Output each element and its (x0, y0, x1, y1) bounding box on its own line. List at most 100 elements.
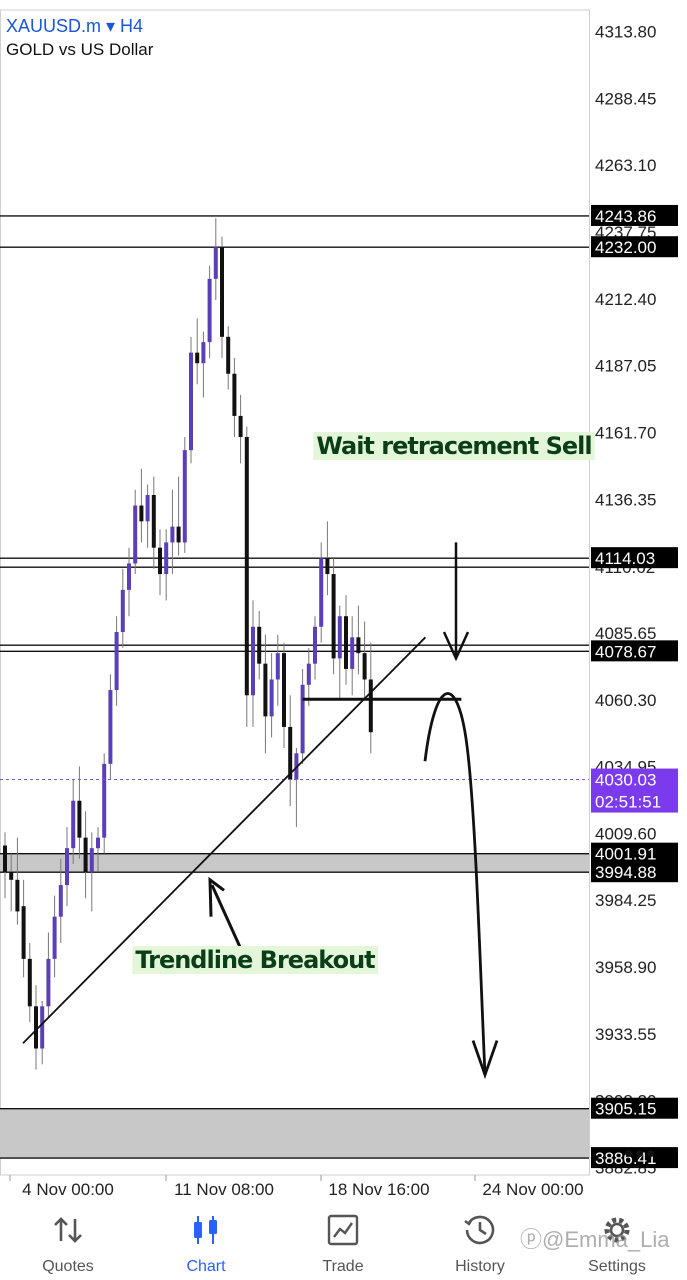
candle-body (102, 763, 107, 838)
candle-body (275, 653, 280, 680)
candle-body (238, 415, 243, 437)
candle-body (89, 848, 94, 872)
candle-body (15, 879, 20, 912)
candle-body (58, 885, 63, 917)
candle-body (145, 494, 150, 522)
tab-history[interactable]: History (425, 1205, 535, 1280)
tab-label: Quotes (42, 1258, 94, 1275)
tab-settings[interactable]: Settings (562, 1205, 672, 1280)
quotes-arrows-icon (54, 1217, 82, 1243)
price-level-label: 4232.00 (595, 238, 656, 257)
price-level-label: 4114.03 (595, 549, 655, 568)
candle-body (263, 663, 268, 717)
candle-body (27, 958, 32, 1007)
candle-body (151, 494, 156, 548)
candle-body (213, 247, 218, 279)
tab-chart[interactable]: Chart (151, 1205, 261, 1280)
candle-body (331, 574, 336, 659)
price-level-label: 4078.67 (595, 642, 656, 661)
price-chart[interactable]: XAUUSD.m ▾ H4 GOLD vs US Dollar 4313.80 428… (0, 0, 687, 1205)
candle-body (108, 690, 113, 764)
candle-body (201, 342, 206, 364)
y-tick-label: 4060.30 (595, 691, 656, 710)
zone-label-bottom: 3994.88 (595, 863, 656, 882)
candle-body (337, 616, 342, 659)
y-tick-label: 3958.90 (595, 958, 656, 977)
candle-body (195, 352, 200, 364)
candle-body (139, 505, 144, 522)
y-tick-label: 3933.55 (595, 1025, 656, 1044)
candle-body (182, 450, 187, 543)
y-tick-label: 4263.10 (595, 156, 656, 175)
candle-body (257, 626, 262, 664)
trendline (22, 636, 427, 1044)
zone-label-top-bg (591, 842, 678, 864)
y-tick-label: 4085.65 (595, 624, 656, 643)
x-tick-label: 4 Nov 00:00 (22, 1180, 114, 1199)
settings-gear-icon (604, 1217, 630, 1243)
projection-curve (423, 692, 487, 1075)
zone-label-bottom-bg (591, 861, 678, 883)
zone-label-bottom-bg (591, 1147, 678, 1169)
zone-label-top-bg (591, 1097, 678, 1119)
candle-body (120, 589, 125, 633)
x-tick-label: 18 Nov 16:00 (328, 1180, 429, 1199)
current-price-tag (591, 768, 678, 813)
candle-body (226, 336, 231, 374)
candle-body (269, 679, 274, 717)
y-tick-label: 4212.40 (595, 290, 656, 309)
candle-body (362, 653, 367, 680)
tab-quotes[interactable]: Quotes (13, 1205, 123, 1280)
tab-label: Chart (186, 1258, 226, 1275)
tab-label: Trade (322, 1258, 364, 1275)
more-menu-button[interactable]: ••• (624, 1138, 658, 1168)
annotation-trendline-breakout-bg (132, 946, 379, 974)
annotation-trendline-breakout: Trendline Breakout (135, 946, 375, 974)
candle-body (356, 637, 361, 654)
zone-rect (0, 853, 589, 873)
candle-body (83, 837, 88, 872)
symbol-timeframe: XAUUSD.m ▾ H4 (6, 16, 143, 36)
x-tick-label: 11 Nov 08:00 (174, 1180, 274, 1199)
price-level-label-bg (591, 547, 678, 569)
price-level-label-bg (591, 640, 678, 662)
zone-label-top: 3905.15 (595, 1100, 656, 1119)
candle-body (313, 626, 317, 664)
candle-body (9, 871, 14, 880)
candle-body (114, 632, 119, 691)
plot-border (0, 9, 590, 1176)
projection-arrow-head (471, 1040, 499, 1080)
watermark: ⓟ@Emma_Lia (520, 1227, 670, 1252)
candle-body (306, 663, 311, 685)
candle-body (288, 726, 293, 780)
candle-body (133, 505, 138, 564)
candle-timer-label: 02:51:51 (595, 793, 661, 812)
candle-body (344, 616, 348, 669)
candle-body (77, 800, 82, 838)
candle-body (189, 352, 193, 451)
candle-body (207, 278, 212, 343)
candle-body (232, 373, 237, 416)
candle-body (282, 653, 286, 727)
tab-label: History (455, 1258, 505, 1275)
y-tick-label: 4187.05 (595, 357, 656, 376)
candle-body (170, 526, 175, 543)
candle-body (220, 247, 224, 337)
candle-body (368, 679, 373, 733)
candle-body (40, 1006, 45, 1049)
annotation-wait-retracement: Wait retracement Sell (316, 432, 591, 460)
breakout-arrow-shaft (210, 884, 245, 955)
tab-trade[interactable]: Trade (288, 1205, 398, 1280)
y-tick-label: 4161.70 (595, 424, 656, 443)
zone-label-bottom: 3886.41 (595, 1149, 656, 1168)
retest-arrow-head (442, 631, 470, 662)
candles-icon (194, 1216, 217, 1244)
candle-body (127, 563, 131, 590)
zone-rect (0, 1108, 589, 1159)
y-tick-label: 4288.45 (595, 89, 656, 108)
candle-body (21, 906, 26, 959)
history-clock-icon (464, 1215, 495, 1245)
candle-body (3, 845, 7, 872)
candle-body (71, 800, 76, 849)
candle-body (164, 542, 169, 575)
